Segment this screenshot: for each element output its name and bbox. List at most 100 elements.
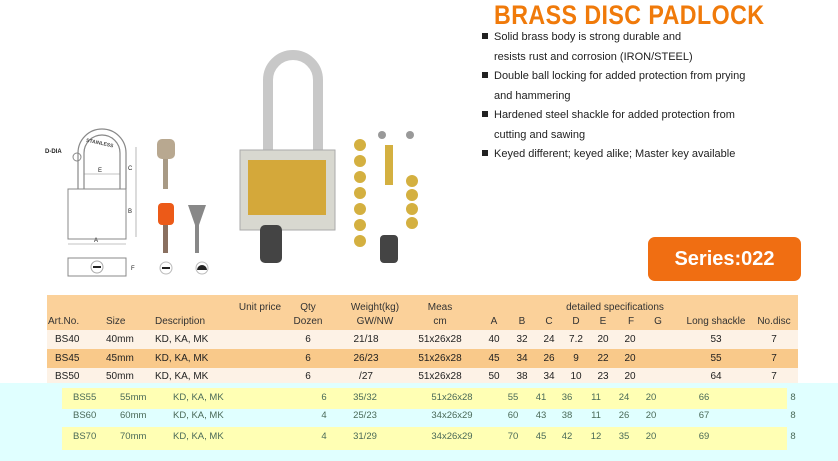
table-header xyxy=(47,295,798,330)
bullet-icon xyxy=(482,111,488,117)
cell-qty: 4 xyxy=(321,410,327,421)
feature-text: Double ball locking for added protection… xyxy=(494,70,746,82)
cell-size: 55mm xyxy=(120,392,147,403)
column-header-art: Art.No. xyxy=(48,316,80,327)
column-header-f: F xyxy=(627,316,635,327)
cell-f: 20 xyxy=(645,392,657,403)
bullet-icon xyxy=(482,150,488,156)
column-header-meas1: Meas xyxy=(427,302,453,313)
cell-size: 60mm xyxy=(120,410,147,421)
cell-b: 41 xyxy=(535,392,547,403)
key-images xyxy=(157,139,209,275)
cell-desc: KD, KA, MK xyxy=(173,410,224,421)
column-header-a: A xyxy=(490,316,498,327)
table-row xyxy=(62,388,787,409)
feature-item: Keyed different; keyed alike; Master key… xyxy=(482,145,735,165)
cell-e: 22 xyxy=(597,353,609,364)
cell-d: 11 xyxy=(591,410,601,421)
cell-qty: 6 xyxy=(321,392,327,403)
feature-item: Hardened steel shackle for added protect… xyxy=(482,106,735,145)
cell-long: 67 xyxy=(698,410,710,421)
cell-size: 45mm xyxy=(106,353,134,364)
cell-desc: KD, KA, MK xyxy=(173,392,224,403)
cell-b: 45 xyxy=(535,431,547,442)
cell-meas: 34x26x29 xyxy=(431,431,473,442)
column-header-price: Unit price xyxy=(238,302,282,313)
c-label: C xyxy=(128,166,133,172)
cell-a: 55 xyxy=(507,392,519,403)
cell-disc: 7 xyxy=(771,353,777,364)
cell-c: 42 xyxy=(561,431,573,442)
cell-weight: 31/29 xyxy=(353,431,377,442)
bullet-icon xyxy=(482,72,488,78)
cell-disc: 7 xyxy=(771,334,777,345)
cell-weight: 21/18 xyxy=(353,334,379,345)
cell-d: 10 xyxy=(570,371,582,382)
cell-desc: KD, KA, MK xyxy=(155,334,209,345)
column-header-desc: Description xyxy=(155,316,206,327)
padlock-cutaway-image xyxy=(239,50,336,263)
cell-e: 26 xyxy=(618,410,630,421)
padlock-diagram: STAINLESS D-DIA E A C B F xyxy=(45,128,137,277)
feature-text: cutting and sawing xyxy=(494,128,586,141)
feature-text: and hammering xyxy=(494,89,571,102)
cell-meas: 51x26x28 xyxy=(431,392,473,403)
cell-c: 38 xyxy=(561,410,573,421)
cell-qty: 6 xyxy=(305,353,311,364)
column-header-disc: No.disc xyxy=(757,316,791,327)
cell-long: 64 xyxy=(710,371,722,382)
column-header-qty1: Qty xyxy=(300,302,316,313)
cell-qty: 4 xyxy=(321,431,327,442)
cell-qty: 6 xyxy=(305,334,311,345)
cell-f: 20 xyxy=(624,353,636,364)
cell-c: 36 xyxy=(561,392,573,403)
cell-c: 26 xyxy=(543,353,555,364)
cell-meas: 34x26x29 xyxy=(431,410,473,421)
feature-text: Hardened steel shackle for added protect… xyxy=(494,109,735,121)
cell-size: 40mm xyxy=(106,334,134,345)
column-header-wt2: GW/NW xyxy=(356,316,394,327)
padlock-parts-image xyxy=(354,131,418,263)
cell-art: BS60 xyxy=(73,410,97,421)
cell-size: 50mm xyxy=(106,371,134,382)
cell-b: 34 xyxy=(516,353,528,364)
a-label: A xyxy=(94,238,98,244)
cell-qty: 6 xyxy=(305,371,311,382)
table-overlay: BS55 55mm KD, KA, MK 6 35/32 51x26x28 55 41 36 11… xyxy=(0,383,838,461)
cell-meas: 51x26x28 xyxy=(418,334,462,345)
cell-weight: 25/23 xyxy=(353,410,377,421)
cell-meas: 51x26x28 xyxy=(418,353,462,364)
cell-art: BS55 xyxy=(73,392,97,403)
stainless-label: STAINLESS xyxy=(86,138,115,150)
e-label: E xyxy=(98,168,102,174)
cell-d: 9 xyxy=(573,353,579,364)
feature-text: resists rust and corrosion (IRON/STEEL) xyxy=(494,50,693,63)
cell-e: 24 xyxy=(618,392,630,403)
cell-weight: 35/32 xyxy=(353,392,377,403)
f-label: F xyxy=(131,266,135,272)
feature-text: Keyed different; keyed alike; Master key… xyxy=(494,148,736,160)
column-header-g: G xyxy=(654,316,662,327)
cell-weight: 26/23 xyxy=(353,353,379,364)
page-title: BRASS DISC PADLOCK xyxy=(494,0,765,30)
column-header-wt1: Weight(kg) xyxy=(350,302,400,313)
cell-e: 20 xyxy=(597,334,609,345)
feature-text: Solid brass body is strong durable and xyxy=(494,31,682,43)
cell-a: 45 xyxy=(488,353,500,364)
table-row xyxy=(62,427,787,450)
column-header-specs: detailed specifications xyxy=(566,302,664,313)
cell-disc: 8 xyxy=(790,410,796,421)
cell-c: 34 xyxy=(543,371,555,382)
column-header-c: C xyxy=(545,316,553,327)
cell-desc: KD, KA, MK xyxy=(173,431,224,442)
cell-long: 53 xyxy=(710,334,722,345)
cell-d: 11 xyxy=(591,392,601,403)
cell-b: 38 xyxy=(516,371,528,382)
table-row xyxy=(47,349,798,368)
cell-d: 7.2 xyxy=(569,334,583,345)
cell-f: 20 xyxy=(645,410,657,421)
cell-e: 23 xyxy=(597,371,609,382)
cell-disc: 7 xyxy=(771,371,777,382)
bullet-icon xyxy=(482,33,488,39)
cell-long: 55 xyxy=(710,353,722,364)
